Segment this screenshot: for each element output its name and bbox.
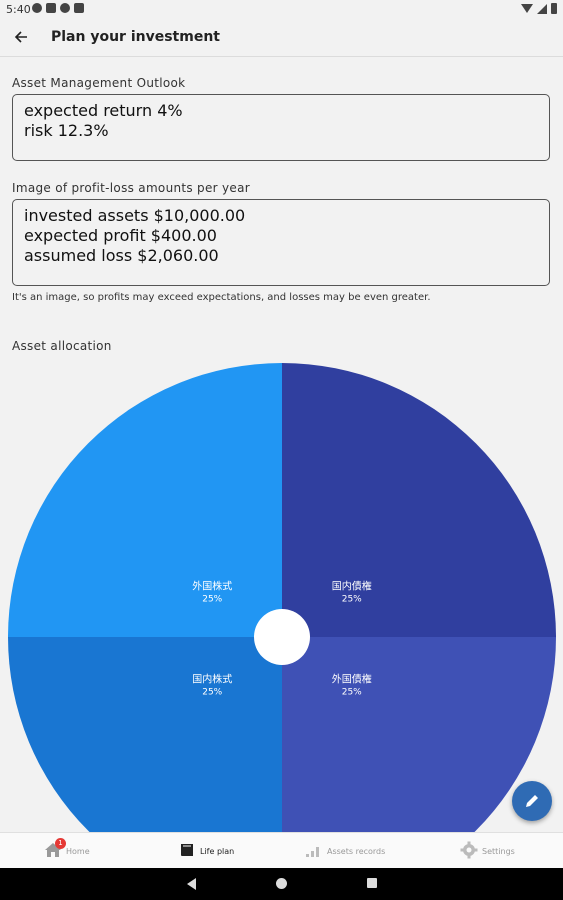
- invested-assets-text: invested assets $10,000.00: [24, 206, 246, 225]
- status-bar: 5:40: [0, 0, 563, 20]
- bar-chart-icon: [305, 842, 323, 860]
- slice-value-label: 25%: [202, 595, 222, 605]
- pencil-icon: [526, 795, 538, 807]
- home-icon: 1: [44, 838, 66, 860]
- slice-value-label: 25%: [202, 687, 222, 697]
- expected-return-text: expected return 4%: [24, 101, 183, 120]
- slice-label: 国内債権: [332, 580, 372, 593]
- page-title: Plan your investment: [51, 29, 220, 45]
- nav-label-settings: Settings: [482, 846, 515, 856]
- nav-label-assets-records: Assets records: [327, 846, 386, 856]
- profit-loss-box: invested assets $10,000.00 expected prof…: [12, 199, 550, 286]
- nav-item-settings[interactable]: Settings: [460, 833, 515, 869]
- system-icons: [521, 3, 557, 14]
- nav-item-home[interactable]: 1 Home: [44, 833, 90, 869]
- slice-label: 国内株式: [192, 672, 232, 685]
- pie-chart: 国内債権 25% 外国債権 25% 国内株式 25% 外国株式 25%: [8, 363, 556, 832]
- profit-loss-label: Image of profit-loss amounts per year: [12, 181, 250, 195]
- allocation-label: Asset allocation: [12, 339, 112, 353]
- pie-slice: [282, 637, 556, 832]
- system-recents-icon[interactable]: [367, 878, 377, 888]
- gear-icon: [460, 841, 478, 861]
- bottom-navigation: 1 Home Life plan Assets records: [0, 832, 563, 869]
- slice-value-label: 25%: [342, 687, 362, 697]
- donut-hole: [254, 609, 310, 665]
- system-navigation-bar: [0, 868, 563, 900]
- pie-slice: [8, 637, 282, 832]
- book-icon: [178, 842, 196, 860]
- slice-label: 外国株式: [192, 580, 232, 593]
- assumed-loss-text: assumed loss $2,060.00: [24, 246, 219, 265]
- back-arrow-icon[interactable]: [8, 24, 34, 50]
- asset-allocation-chart: 国内債権 25% 外国債権 25% 国内株式 25% 外国株式 25%: [7, 362, 557, 832]
- disclaimer-note: It's an image, so profits may exceed exp…: [12, 292, 431, 303]
- battery-icon: [551, 3, 557, 14]
- notification-icon: [74, 3, 84, 13]
- notification-icon: [60, 3, 70, 13]
- app-bar: Plan your investment: [0, 20, 563, 57]
- signal-icon: [537, 3, 547, 14]
- edit-fab-button[interactable]: [512, 781, 552, 821]
- pie-slice: [282, 363, 556, 637]
- nav-label-life-plan: Life plan: [200, 846, 235, 856]
- outlook-box: expected return 4% risk 12.3%: [12, 94, 550, 161]
- notification-icon: [46, 3, 56, 13]
- status-time: 5:40: [6, 3, 31, 16]
- system-back-icon[interactable]: [187, 878, 196, 890]
- nav-item-life-plan[interactable]: Life plan: [178, 833, 234, 869]
- risk-text: risk 12.3%: [24, 121, 109, 140]
- wifi-icon: [521, 4, 533, 13]
- pie-slice: [8, 363, 282, 637]
- nav-label-home: Home: [66, 846, 90, 856]
- outlook-label: Asset Management Outlook: [12, 76, 186, 90]
- notification-icon: [32, 3, 42, 13]
- notification-badge: 1: [55, 838, 66, 849]
- nav-item-assets-records[interactable]: Assets records: [305, 833, 385, 869]
- notification-icons: [32, 3, 84, 13]
- slice-label: 外国債権: [332, 672, 372, 685]
- expected-profit-text: expected profit $400.00: [24, 226, 217, 245]
- slice-value-label: 25%: [342, 595, 362, 605]
- system-home-icon[interactable]: [276, 878, 287, 889]
